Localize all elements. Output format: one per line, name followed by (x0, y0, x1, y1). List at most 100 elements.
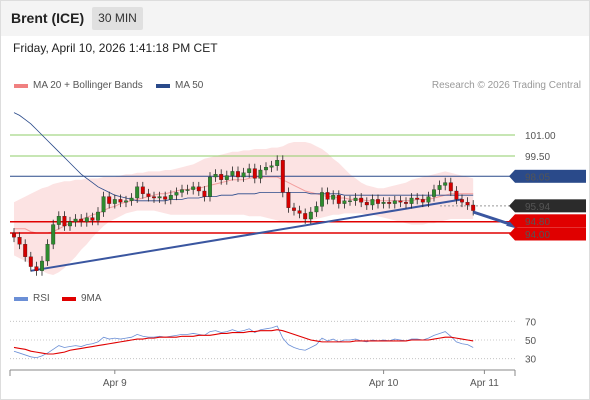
candle-body (163, 196, 168, 200)
bollinger-label: MA 20 + Bollinger Bands (33, 80, 143, 91)
candle-body (40, 260, 44, 271)
candle-body (432, 189, 436, 197)
candle-body (135, 186, 140, 199)
x-tick-label: Apr 10 (369, 378, 399, 389)
candle-body (426, 196, 431, 203)
price-label-pointer (509, 199, 515, 213)
datetime-label: Friday, April 10, 2026 1:41:18 PM CET (13, 41, 218, 55)
candle-body (168, 195, 173, 200)
legend-ma50: MA 50 (156, 80, 203, 91)
candle-body (56, 216, 61, 225)
candle-body (152, 196, 156, 199)
candle-body (409, 197, 414, 204)
candle-body (185, 189, 190, 191)
candle-body (420, 199, 425, 203)
candle-body (275, 160, 280, 166)
legend-rsi: RSI (14, 293, 50, 304)
candle-body (398, 200, 403, 203)
chart-header: Brent (ICE) 30 MIN (0, 0, 590, 36)
candle-body (443, 182, 448, 186)
interval-button[interactable]: 30 MIN (92, 7, 143, 30)
candle-body (336, 195, 341, 204)
candle-body (308, 211, 313, 220)
candle-body (258, 169, 263, 179)
candle-body (196, 186, 201, 192)
candle-body (359, 197, 364, 203)
instrument-title: Brent (ICE) (11, 10, 85, 26)
candle-body (252, 168, 257, 179)
price-label: 101.00 (525, 131, 556, 142)
copyright: Research © 2026 Trading Central (431, 80, 581, 91)
candle-body (219, 174, 224, 180)
candle-body (51, 224, 56, 245)
candle-body (124, 200, 128, 203)
candle-body (381, 202, 386, 204)
candle-body (465, 202, 470, 206)
candle-body (236, 171, 240, 178)
candle-body (370, 199, 375, 206)
candle-body (174, 192, 179, 196)
candle-body (84, 217, 89, 222)
candle-body (404, 202, 408, 204)
price-label: 94.80 (525, 217, 550, 228)
legend-rsi-ma: 9MA (62, 293, 102, 304)
candle-body (28, 256, 33, 267)
price-label-box (515, 214, 586, 228)
rsi-tick-label: 50 (525, 336, 537, 347)
candle-body (331, 195, 336, 200)
candle-body (79, 218, 84, 222)
candle-body (376, 199, 380, 204)
rsi-ma-label: 9MA (81, 293, 102, 304)
price-label-box (515, 227, 586, 241)
rsi-tick-label: 70 (525, 317, 537, 328)
candle-body (191, 186, 196, 190)
candle-body (471, 204, 476, 211)
rsi-swatch (14, 296, 28, 301)
candle-body (314, 206, 319, 213)
candle-body (34, 266, 39, 271)
ma50-line (13, 112, 474, 202)
candle-body (264, 167, 268, 171)
price-label-pointer (509, 227, 515, 241)
price-label: 98.05 (525, 172, 550, 183)
candle-body (241, 172, 246, 178)
rsi-label: RSI (33, 293, 50, 304)
candle-body (96, 211, 100, 221)
candle-body (202, 190, 207, 197)
x-tick-label: Apr 11 (470, 378, 499, 389)
candle-body (297, 210, 302, 214)
candle-body (280, 160, 285, 193)
candle-body (157, 196, 162, 199)
candle-body (353, 197, 358, 201)
candle-body (180, 189, 184, 193)
x-tick-label: Apr 9 (103, 378, 127, 389)
candle-body (303, 213, 308, 220)
candle-body (73, 218, 78, 222)
candle-body (62, 216, 67, 227)
candle-body (460, 199, 464, 203)
rsi-series-1 (13, 329, 474, 355)
candle-body (269, 165, 274, 168)
candle-body (140, 186, 145, 194)
candle-body (118, 199, 123, 203)
candle-body (146, 193, 151, 197)
candle-body (342, 200, 347, 204)
candle-body (387, 202, 392, 204)
candle-body (45, 244, 50, 262)
candle-body (90, 217, 95, 221)
candle-body (348, 200, 352, 202)
candle-body (320, 192, 324, 207)
candle-body (415, 197, 420, 200)
candle-body (448, 182, 453, 192)
rsi-series-0 (13, 325, 474, 359)
candle-body (17, 237, 22, 245)
candle-body (208, 176, 212, 197)
bollinger-swatch (14, 83, 28, 88)
ma50-label: MA 50 (175, 80, 204, 91)
price-label-box (515, 199, 586, 213)
ma50-swatch (156, 83, 170, 88)
candle-body (286, 192, 291, 208)
candle-body (107, 196, 112, 204)
candle-body (68, 221, 72, 227)
